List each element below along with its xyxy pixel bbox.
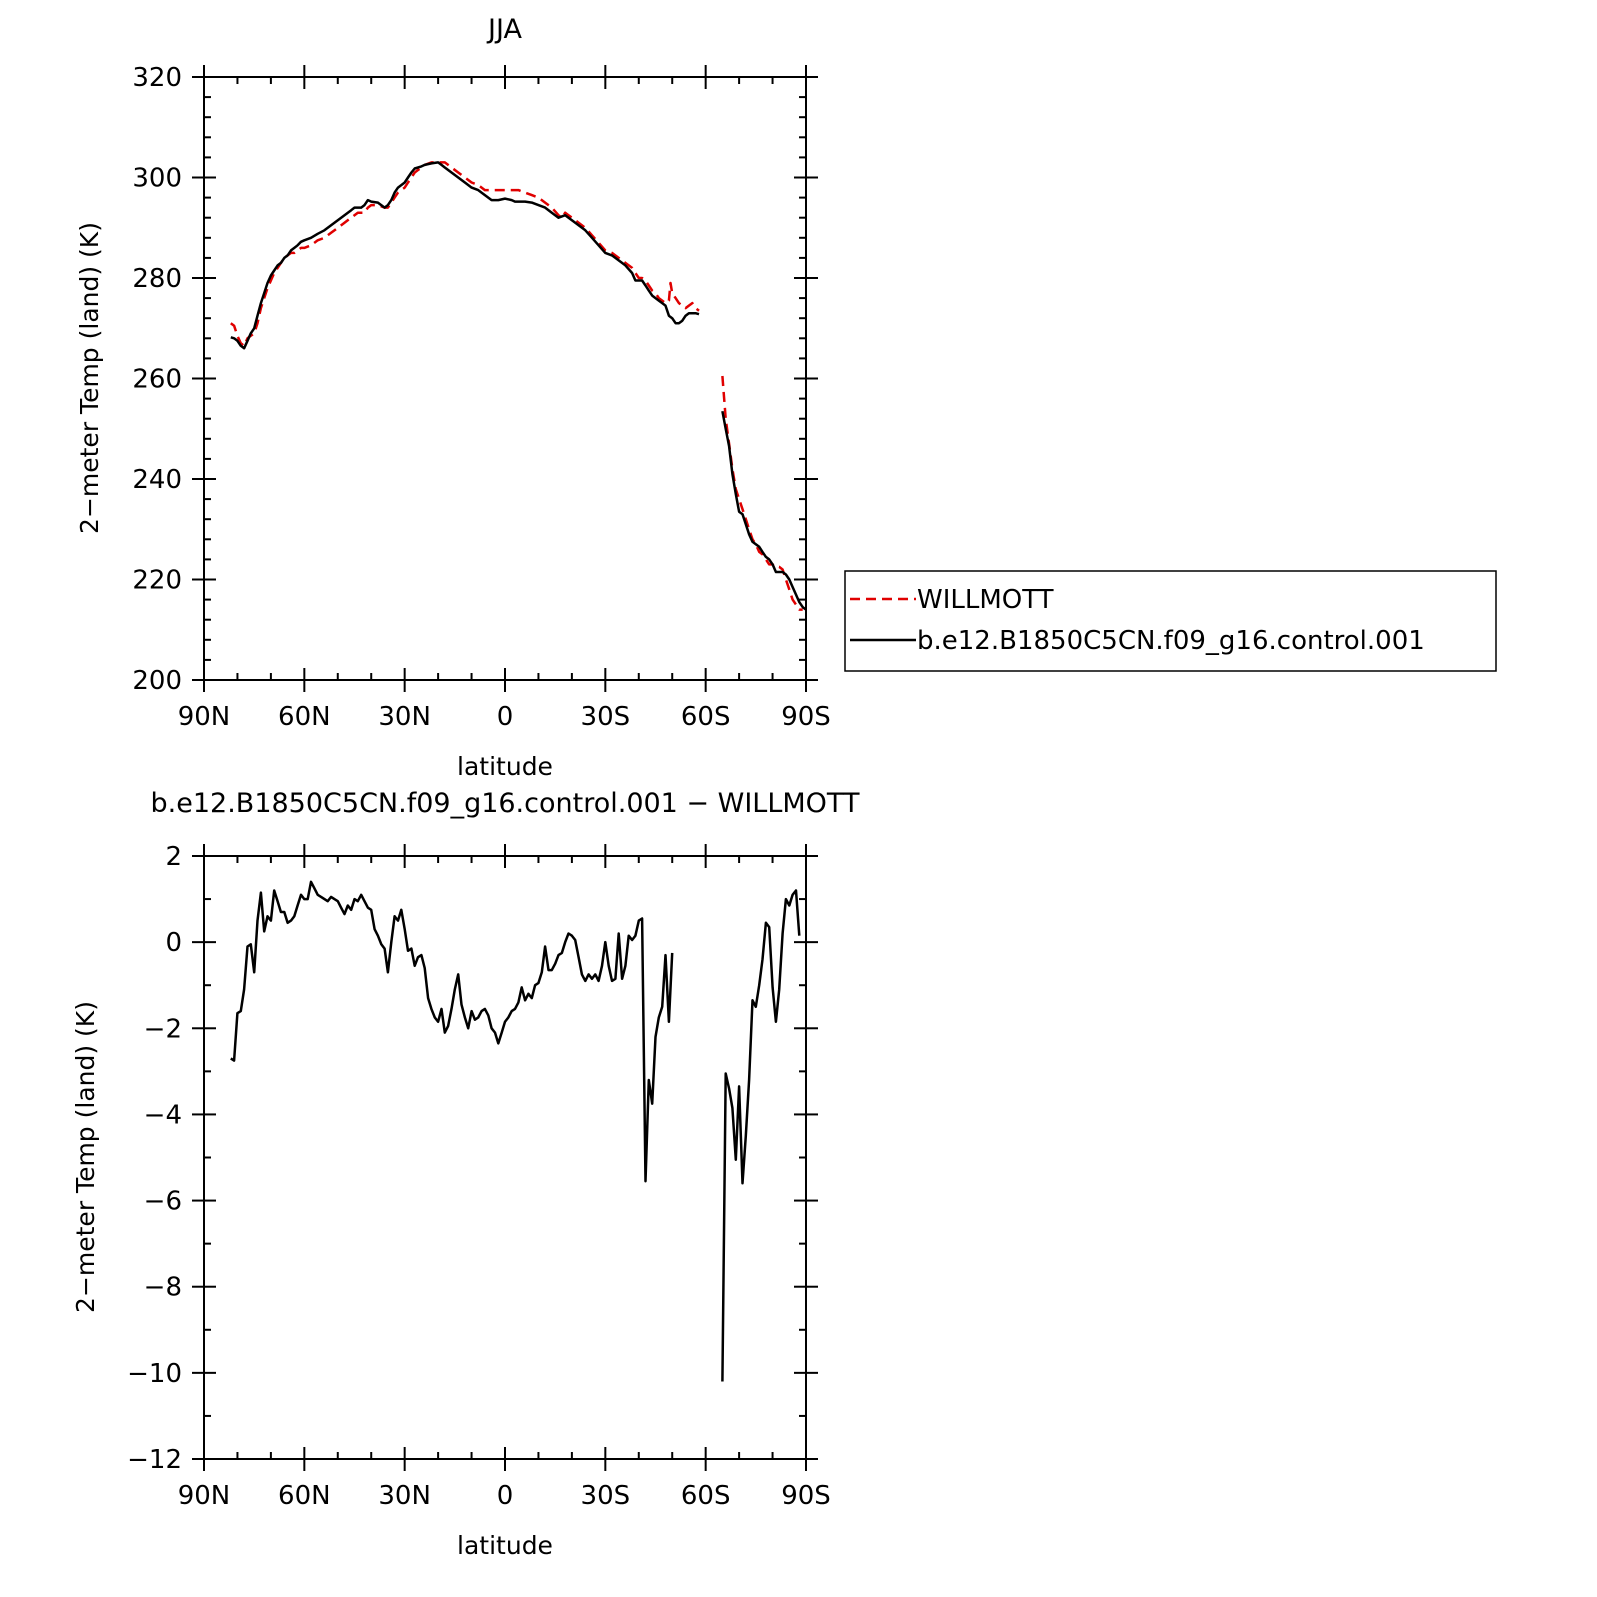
legend-label-willmott: WILLMOTT — [917, 585, 1054, 615]
x-axis-label: latitude — [457, 752, 553, 781]
series-model-line — [230, 161, 700, 350]
x-tick-label: 30N — [378, 1481, 431, 1511]
plot-frame — [203, 855, 807, 1460]
y-tick-labels: 200 220 240 260 280 300 320 — [132, 63, 182, 696]
x-tick-label: 60N — [278, 702, 331, 732]
x-tick-label: 30N — [378, 702, 431, 732]
x-tick-label: 90S — [781, 1481, 831, 1511]
y-tick-label: −6 — [144, 1187, 182, 1217]
x-tick-label: 60S — [681, 1481, 731, 1511]
plot-frame — [203, 76, 807, 681]
legend: WILLMOTT b.e12.B1850C5CN.f09_g16.control… — [844, 570, 1497, 672]
series-lines — [230, 161, 807, 611]
y-tick-label: −2 — [144, 1014, 182, 1044]
y-tick-label: 320 — [132, 63, 182, 93]
y-tick-label: −4 — [144, 1100, 182, 1130]
y-tick-label: 280 — [132, 264, 182, 294]
legend-label-model: b.e12.B1850C5CN.f09_g16.control.001 — [917, 626, 1425, 656]
y-tick-labels: −12 −10 −8 −6 −4 −2 0 2 — [127, 842, 182, 1475]
x-tick-label: 30S — [581, 1481, 631, 1511]
x-tick-label: 60S — [681, 702, 731, 732]
y-tick-label: 2 — [165, 842, 182, 872]
series-willmott-line — [230, 161, 700, 348]
axis-ticks — [192, 65, 818, 692]
x-tick-label: 90S — [781, 702, 831, 732]
plot-title: b.e12.B1850C5CN.f09_g16.control.001 − WI… — [151, 788, 860, 819]
y-tick-label: 200 — [132, 666, 182, 696]
axis-ticks — [192, 844, 818, 1471]
series-difference-line — [721, 889, 801, 1382]
x-tick-labels: 90N 60N 30N 0 30S 60S 90S — [178, 1481, 831, 1511]
series-model-line — [721, 410, 807, 611]
x-tick-label: 0 — [497, 1481, 514, 1511]
y-tick-label: 0 — [165, 928, 182, 958]
y-axis-label: 2−meter Temp (land) (K) — [75, 222, 104, 534]
y-tick-label: 260 — [132, 365, 182, 395]
series-lines — [230, 880, 801, 1382]
x-tick-label: 30S — [581, 702, 631, 732]
x-tick-labels: 90N 60N 30N 0 30S 60S 90S — [178, 702, 831, 732]
temperature-plot: JJA 90N 60N 30N 0 30S 60S 90S 200 220 240 260 280 3… — [75, 14, 831, 781]
legend-box — [844, 570, 1497, 672]
y-axis-label: 2−meter Temp (land) (K) — [71, 1001, 100, 1313]
series-difference-line — [230, 880, 674, 1183]
y-tick-label: 300 — [132, 164, 182, 194]
x-tick-label: 60N — [278, 1481, 331, 1511]
difference-plot: b.e12.B1850C5CN.f09_g16.control.001 − WI… — [71, 788, 860, 1560]
y-tick-label: −10 — [127, 1359, 182, 1389]
plot-title: JJA — [486, 14, 522, 45]
x-tick-label: 90N — [178, 702, 231, 732]
x-tick-label: 90N — [178, 1481, 231, 1511]
x-tick-label: 0 — [497, 702, 514, 732]
y-tick-label: −12 — [127, 1445, 182, 1475]
y-tick-label: 220 — [132, 566, 182, 596]
x-axis-label: latitude — [457, 1531, 553, 1560]
y-tick-label: 240 — [132, 465, 182, 495]
y-tick-label: −8 — [144, 1273, 182, 1303]
